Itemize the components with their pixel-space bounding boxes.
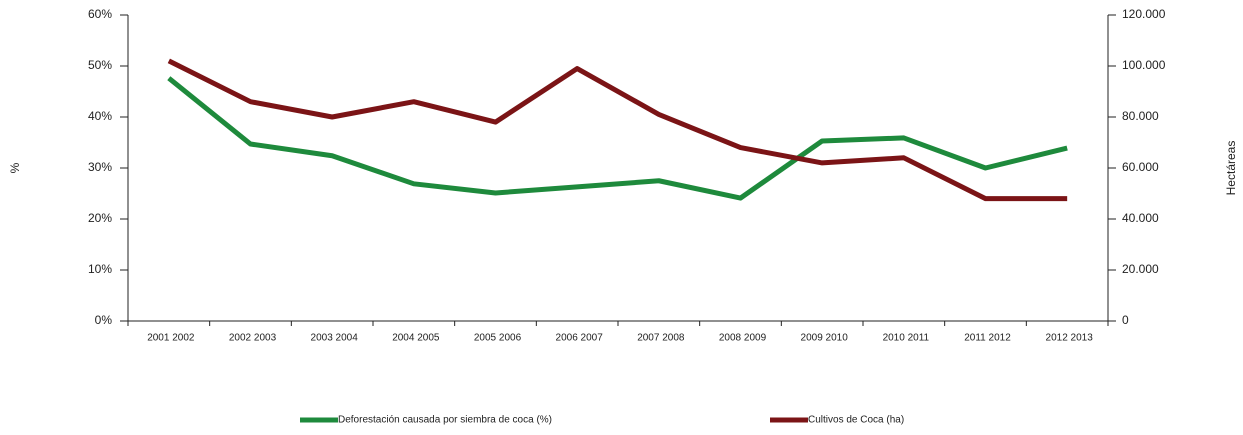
x-tick-label: 2007 2008 [637, 333, 685, 344]
x-tick-label: 2003 2004 [311, 333, 359, 344]
legend-label: Deforestación causada por siembra de coc… [338, 415, 552, 426]
x-tick-label: 2010 2011 [883, 333, 930, 344]
x-tick-label: 2011 2012 [964, 333, 1011, 344]
y2-tick-label: 80.000 [1122, 109, 1159, 123]
y-tick-label: 50% [88, 58, 112, 72]
legend-label: Cultivos de Coca (ha) [808, 415, 904, 426]
y2-tick-label: 120.000 [1122, 7, 1166, 21]
x-tick-label: 2006 2007 [556, 333, 604, 344]
series-line [167, 58, 1068, 202]
x-tick-label: 2002 2003 [229, 333, 277, 344]
y2-tick-label: 0 [1122, 313, 1129, 327]
y2-tick-label: 100.000 [1122, 58, 1166, 72]
y-tick-label: 30% [88, 160, 112, 174]
y2-tick-label: 60.000 [1122, 160, 1159, 174]
series-line [167, 76, 1068, 201]
x-tick-label: 2012 2013 [1046, 333, 1094, 344]
x-tick-label: 2008 2009 [719, 333, 767, 344]
x-tick-label: 2004 2005 [392, 333, 440, 344]
y2-tick-label: 20.000 [1122, 262, 1159, 276]
y-tick-label: 20% [88, 211, 112, 225]
y2-tick-label: 40.000 [1122, 211, 1159, 225]
y2-axis-title: Hectáreas [1224, 141, 1238, 196]
y-tick-label: 40% [88, 109, 112, 123]
y-axis-title: % [8, 162, 22, 173]
y-tick-label: 60% [88, 7, 112, 21]
y-tick-label: 0% [95, 313, 113, 327]
y-tick-label: 10% [88, 262, 112, 276]
x-tick-label: 2001 2002 [147, 333, 195, 344]
x-tick-label: 2009 2010 [801, 333, 849, 344]
x-tick-label: 2005 2006 [474, 333, 522, 344]
